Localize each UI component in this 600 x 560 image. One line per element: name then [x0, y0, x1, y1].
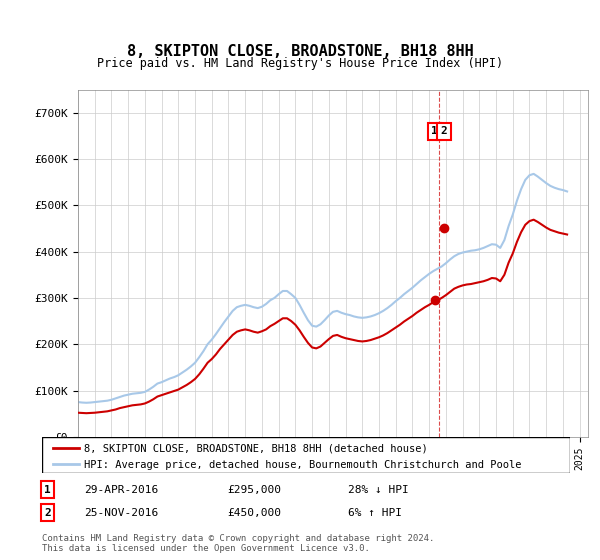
Text: HPI: Average price, detached house, Bournemouth Christchurch and Poole: HPI: Average price, detached house, Bour… — [84, 460, 522, 470]
FancyBboxPatch shape — [42, 437, 570, 473]
Text: 25-NOV-2016: 25-NOV-2016 — [84, 508, 158, 518]
Text: Contains HM Land Registry data © Crown copyright and database right 2024.
This d: Contains HM Land Registry data © Crown c… — [42, 534, 434, 553]
Text: 28% ↓ HPI: 28% ↓ HPI — [348, 484, 409, 494]
Text: 2: 2 — [44, 508, 50, 518]
Text: 2: 2 — [441, 126, 448, 136]
Text: 8, SKIPTON CLOSE, BROADSTONE, BH18 8HH: 8, SKIPTON CLOSE, BROADSTONE, BH18 8HH — [127, 44, 473, 59]
Text: £295,000: £295,000 — [227, 484, 281, 494]
Text: 29-APR-2016: 29-APR-2016 — [84, 484, 158, 494]
Text: 6% ↑ HPI: 6% ↑ HPI — [348, 508, 402, 518]
Text: Price paid vs. HM Land Registry's House Price Index (HPI): Price paid vs. HM Land Registry's House … — [97, 57, 503, 70]
Text: 8, SKIPTON CLOSE, BROADSTONE, BH18 8HH (detached house): 8, SKIPTON CLOSE, BROADSTONE, BH18 8HH (… — [84, 444, 428, 454]
Text: 1: 1 — [431, 126, 438, 136]
Text: 1: 1 — [44, 484, 50, 494]
Text: £450,000: £450,000 — [227, 508, 281, 518]
